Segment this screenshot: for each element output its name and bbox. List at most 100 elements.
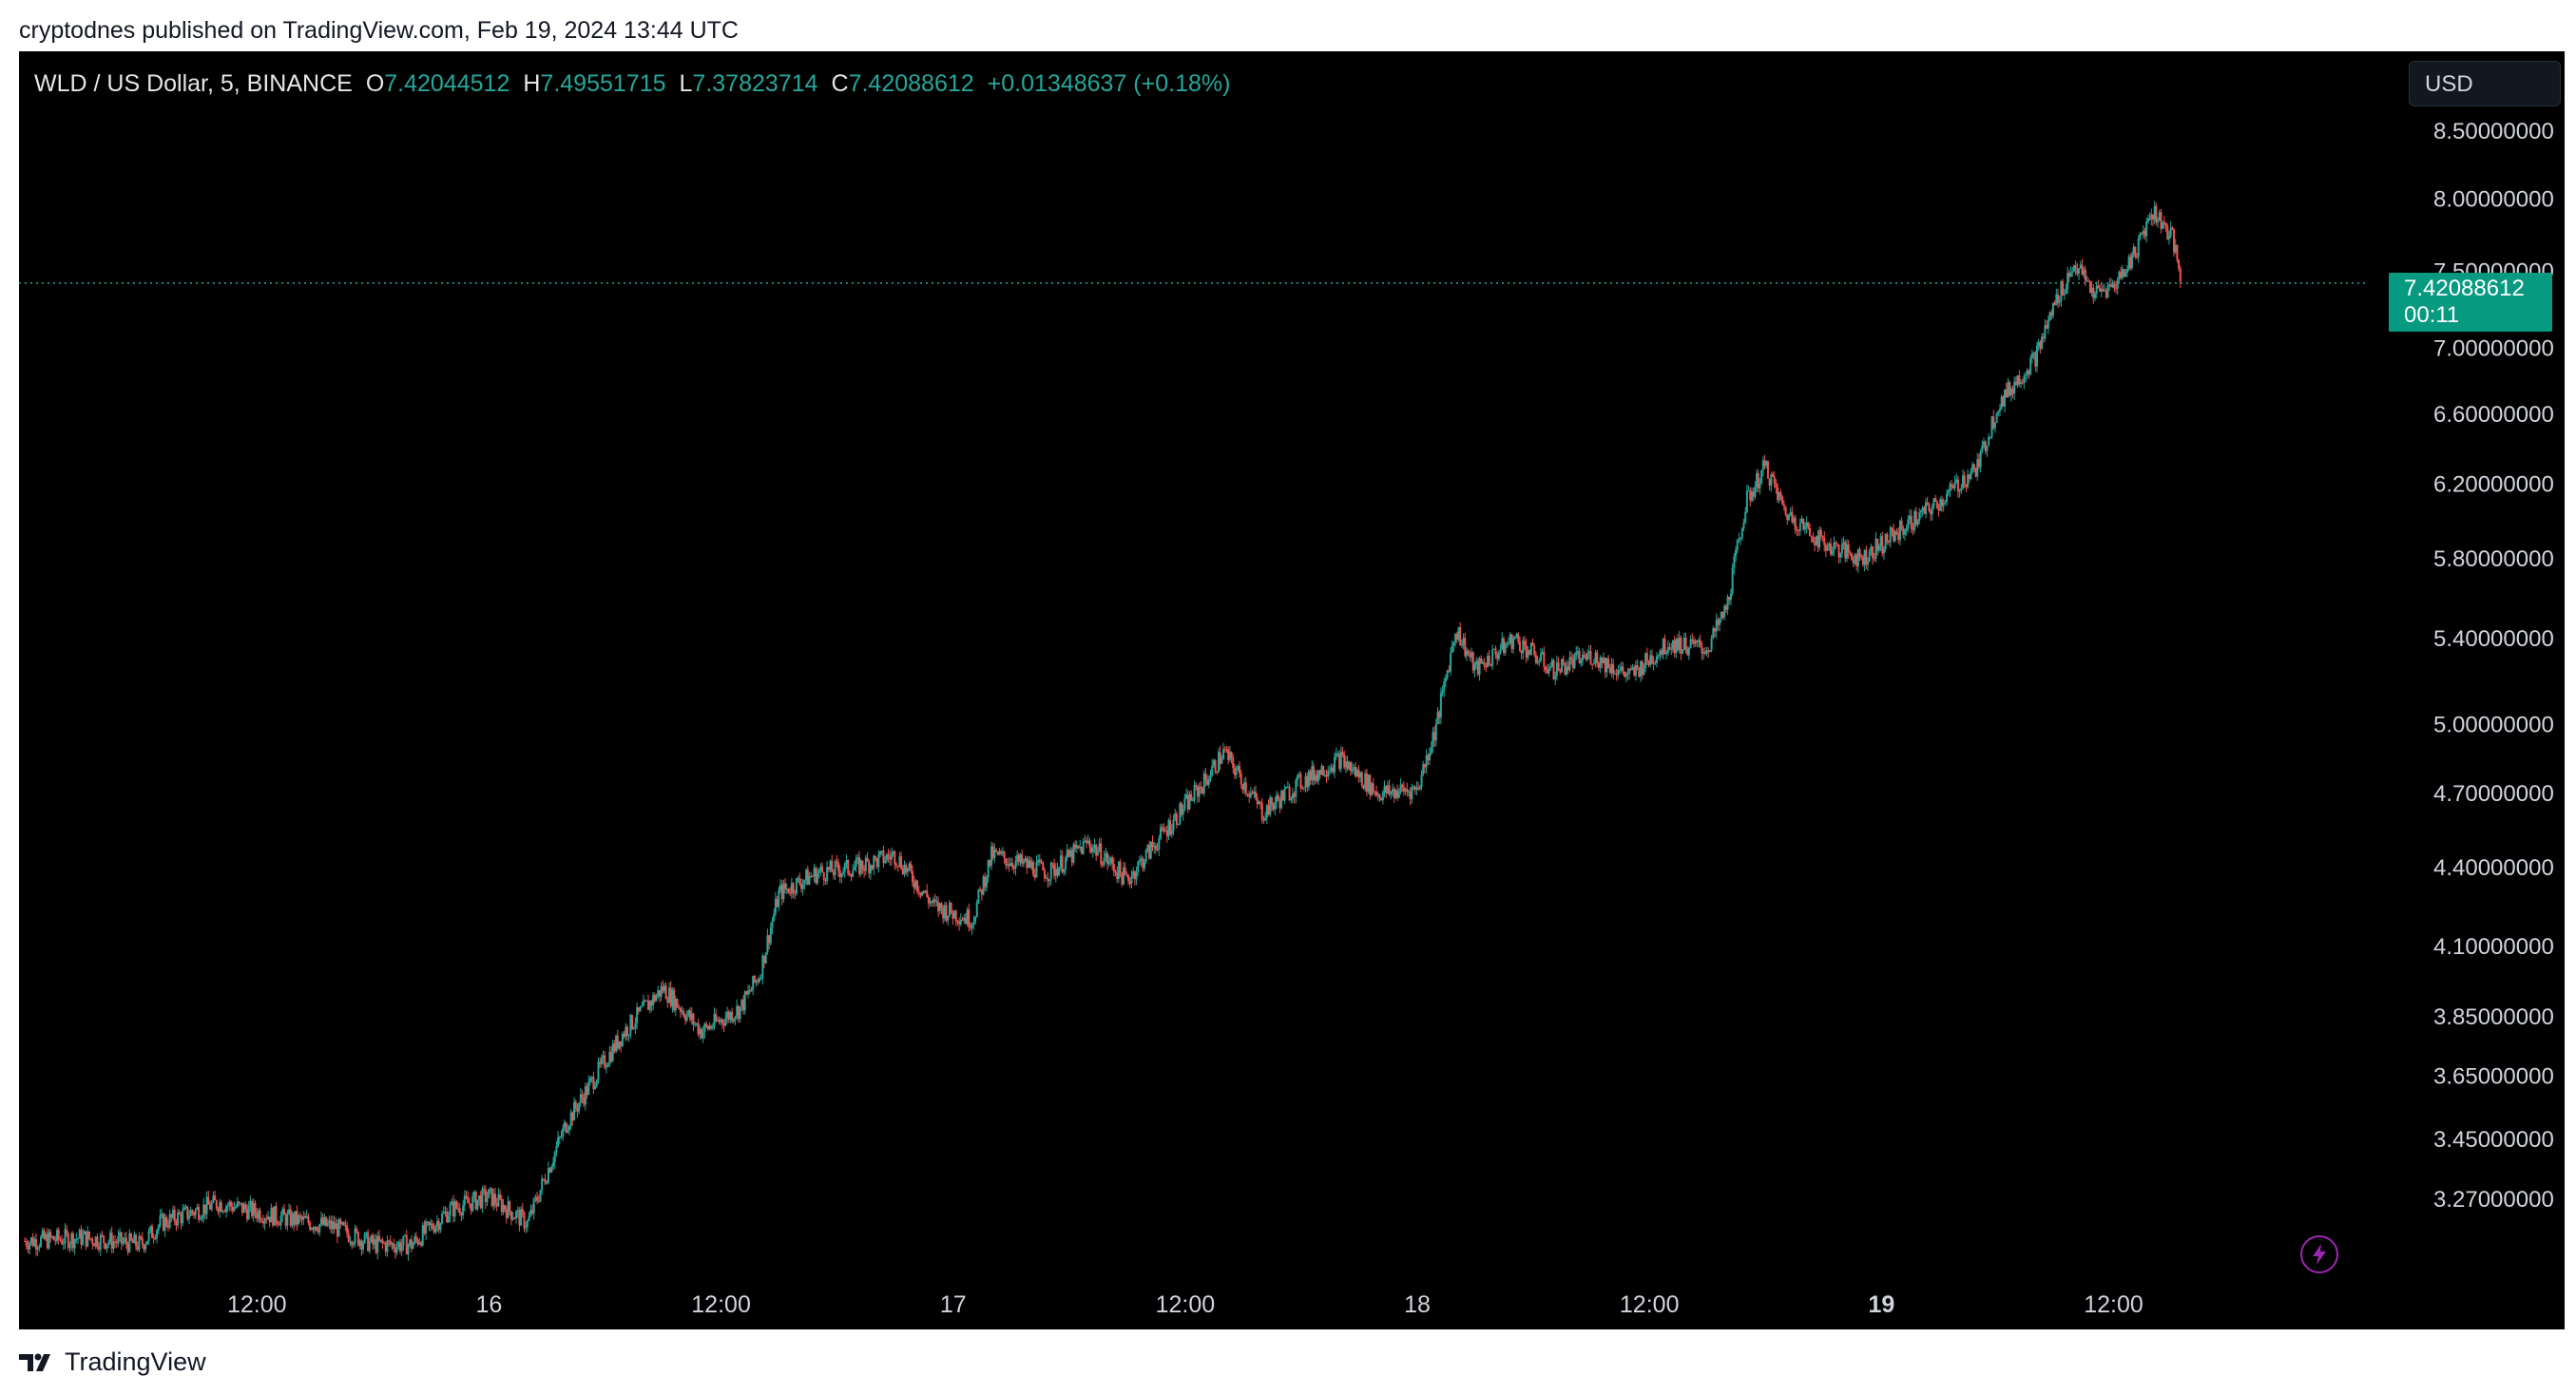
candle-body: [214, 1195, 217, 1201]
candle-body: [1967, 474, 1970, 487]
candle-body: [1644, 653, 1647, 669]
candle-body: [621, 1033, 624, 1046]
candle-body: [370, 1235, 373, 1242]
candle-body: [87, 1231, 89, 1247]
candle-body: [261, 1221, 264, 1224]
candle-body: [85, 1231, 87, 1247]
candle-body: [1984, 441, 1987, 451]
symbol-title[interactable]: WLD / US Dollar, 5, BINANCE: [34, 70, 353, 97]
candle-body: [658, 990, 661, 997]
candle-body: [639, 1006, 642, 1012]
candle-body: [2046, 325, 2048, 329]
candle-body: [1782, 504, 1785, 507]
candle-body: [1931, 506, 1933, 515]
candle-body: [284, 1214, 287, 1226]
candle-body: [695, 1022, 698, 1024]
candle-body: [2093, 293, 2096, 298]
chart-panel[interactable]: 8.50000000 8.00000000 7.50000000 7.00000000…: [19, 51, 2565, 1329]
candle-body: [1239, 766, 1241, 774]
candle-body: [1069, 850, 1072, 857]
candle-body: [1228, 752, 1231, 760]
candle-body: [1411, 787, 1413, 800]
candle-body: [77, 1238, 80, 1240]
candle-body: [157, 1225, 160, 1231]
candle-body: [1939, 499, 1942, 511]
candle-body: [1821, 536, 1824, 538]
candle-body: [1965, 484, 1968, 487]
candle-body: [1620, 666, 1623, 670]
candle-body: [1784, 506, 1787, 515]
candle-body: [1124, 867, 1126, 874]
candle-body: [1819, 529, 1822, 537]
publisher-caption: cryptodnes published on TradingView.com,…: [19, 17, 739, 44]
candle-body: [1364, 773, 1367, 789]
candle-body: [161, 1213, 163, 1216]
candle-body: [1510, 634, 1513, 649]
lightning-icon[interactable]: [2300, 1235, 2338, 1273]
candle-body: [289, 1209, 292, 1226]
candle-body: [1872, 546, 1874, 559]
candle-body: [588, 1078, 591, 1082]
candle-body: [1525, 644, 1528, 659]
candle-body: [1267, 805, 1270, 815]
candle-body: [201, 1216, 203, 1219]
candle-body: [1678, 637, 1681, 650]
candle-body: [162, 1213, 164, 1232]
candle-body: [1873, 558, 1875, 560]
candle-body: [2157, 220, 2160, 223]
tradingview-logo-icon: [19, 1353, 50, 1371]
candle-body: [175, 1221, 178, 1226]
candle-body: [34, 1239, 37, 1250]
candle-body: [351, 1241, 354, 1246]
candle-body: [29, 1242, 31, 1250]
candle-body: [1291, 793, 1294, 799]
candle-body: [1509, 634, 1511, 643]
candle-body: [31, 1237, 34, 1247]
candle-body: [393, 1243, 395, 1250]
candle-body: [340, 1222, 343, 1225]
candle-body: [1946, 493, 1949, 502]
candle-body: [1270, 797, 1273, 806]
candle-body: [478, 1194, 481, 1200]
candle-body: [1928, 504, 1931, 511]
candle-body: [210, 1202, 213, 1210]
candle-body: [1818, 529, 1821, 548]
candle-body: [1490, 664, 1492, 666]
candle-body: [2020, 382, 2023, 384]
candle-body: [1316, 774, 1318, 781]
candle-body: [1586, 653, 1589, 660]
candle-body: [1030, 862, 1033, 869]
candle-body: [1206, 779, 1209, 785]
candle-body: [795, 878, 798, 894]
candle-body: [516, 1210, 519, 1213]
currency-button[interactable]: USD: [2409, 61, 2561, 106]
candle-body: [1554, 676, 1557, 679]
candle-body: [1211, 765, 1214, 776]
candle-body: [1650, 655, 1653, 664]
candle-body: [447, 1215, 450, 1223]
candle-body: [166, 1225, 169, 1228]
candle-body: [858, 857, 861, 874]
candle-body: [1736, 540, 1739, 550]
close-label: C: [831, 70, 849, 97]
candle-body: [1796, 529, 1798, 531]
candle-body: [2018, 374, 2021, 384]
candle-body: [2132, 246, 2135, 255]
candle-body: [1638, 668, 1641, 677]
candle-body: [711, 1026, 714, 1028]
candle-body: [1881, 536, 1884, 554]
candle-body: [145, 1240, 148, 1245]
price-chart[interactable]: 8.500000008.000000007.500000007.00000000…: [19, 51, 2565, 1329]
candle-body: [1773, 476, 1776, 485]
candle-body: [191, 1210, 194, 1213]
candle-body: [1663, 638, 1666, 655]
y-tick-label: 4.70000000: [2433, 781, 2554, 807]
tradingview-logo[interactable]: TradingView: [19, 1347, 206, 1377]
candle-body: [184, 1206, 187, 1208]
candle-body: [1151, 841, 1154, 848]
candle-body: [1137, 862, 1140, 872]
candle-body: [895, 864, 898, 866]
candle-body: [1564, 662, 1567, 675]
candle-body: [606, 1064, 609, 1067]
candle-body: [727, 1011, 730, 1020]
